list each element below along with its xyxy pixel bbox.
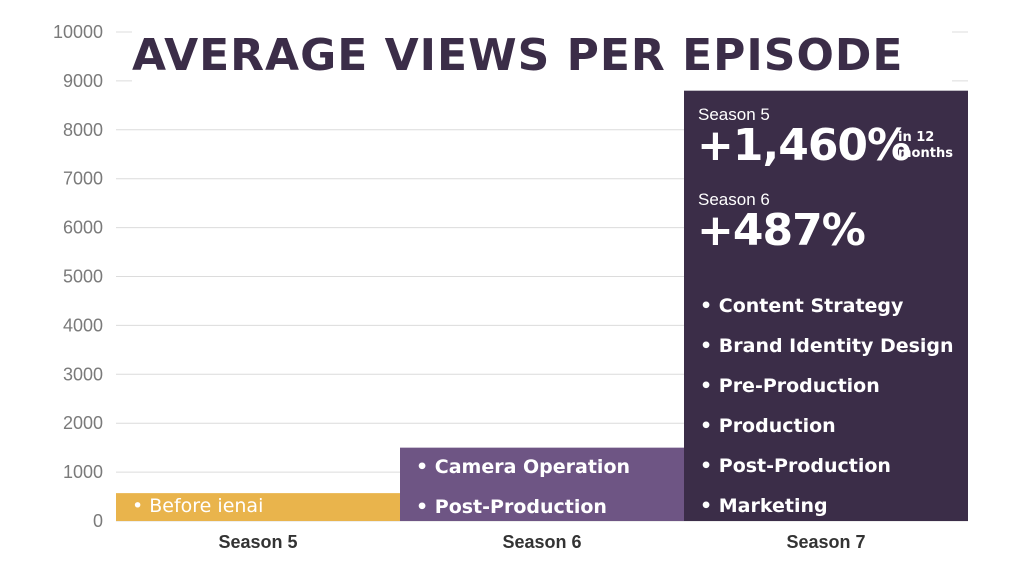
y-tick-label: 1000: [63, 462, 103, 482]
x-axis-categories: Season 5 Season 6 Season 7: [218, 532, 865, 552]
stat-value-season6: +487%: [697, 205, 866, 256]
bullet-item: Post-Production: [700, 456, 954, 476]
x-category-label: Season 7: [786, 532, 865, 552]
y-tick-label: 10000: [53, 22, 103, 42]
season7-notes: Content Strategy Brand Identity Design P…: [700, 296, 954, 516]
stat-label-season6: Season 6: [698, 190, 770, 209]
bullet-item: Camera Operation: [416, 457, 630, 477]
y-axis-ticks: 0 1000 2000 3000 4000 5000 6000 7000 8000 9000 100…: [53, 22, 103, 531]
stat-label-season5: Season 5: [698, 105, 770, 124]
y-tick-label: 3000: [63, 364, 103, 384]
bullet-item: Marketing: [700, 496, 954, 516]
bullet-item: Production: [700, 416, 954, 436]
season5-notes: Before ienai: [132, 496, 263, 516]
y-tick-label: 8000: [63, 120, 103, 140]
x-category-label: Season 5: [218, 532, 297, 552]
bullet-item: Before ienai: [132, 496, 263, 516]
y-tick-label: 0: [93, 511, 103, 531]
bullet-item: Brand Identity Design: [700, 336, 954, 356]
y-tick-label: 9000: [63, 71, 103, 91]
y-tick-label: 7000: [63, 169, 103, 189]
bullet-item: Post-Production: [416, 497, 630, 517]
stat-note: in 12 months: [898, 130, 953, 161]
y-tick-label: 6000: [63, 218, 103, 238]
bullet-item: Pre-Production: [700, 376, 954, 396]
y-tick-label: 5000: [63, 267, 103, 287]
chart-title: AVERAGE VIEWS PER EPISODE: [132, 30, 952, 82]
y-tick-label: 4000: [63, 315, 103, 335]
x-category-label: Season 6: [502, 532, 581, 552]
season6-notes: Camera Operation Post-Production: [416, 457, 630, 517]
stat-value-season5: +1,460%: [697, 120, 911, 171]
y-tick-label: 2000: [63, 413, 103, 433]
bullet-item: Content Strategy: [700, 296, 954, 316]
